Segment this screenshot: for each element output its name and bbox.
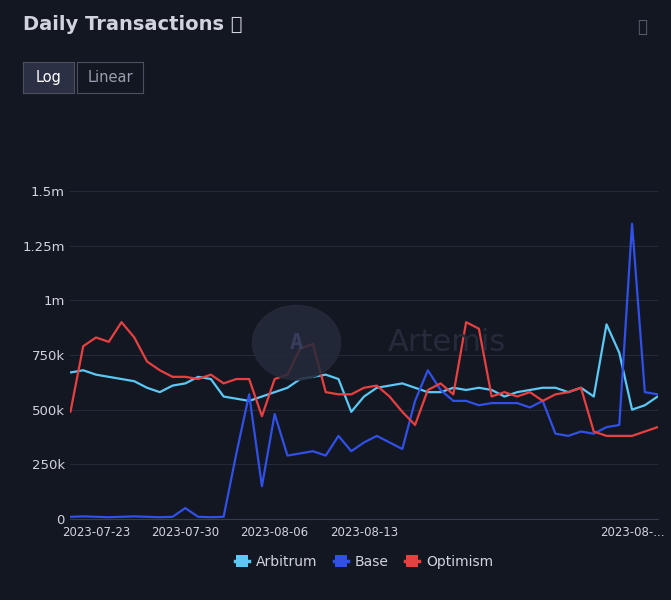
Text: Artemis: Artemis <box>388 328 506 357</box>
Text: A: A <box>290 333 303 353</box>
Text: Log: Log <box>36 70 62 85</box>
Text: Daily Transactions ⓘ: Daily Transactions ⓘ <box>23 15 243 34</box>
Text: ⤓: ⤓ <box>637 18 648 36</box>
Text: Linear: Linear <box>87 70 133 85</box>
Ellipse shape <box>252 305 341 380</box>
Legend: Arbitrum, Base, Optimism: Arbitrum, Base, Optimism <box>229 550 499 575</box>
